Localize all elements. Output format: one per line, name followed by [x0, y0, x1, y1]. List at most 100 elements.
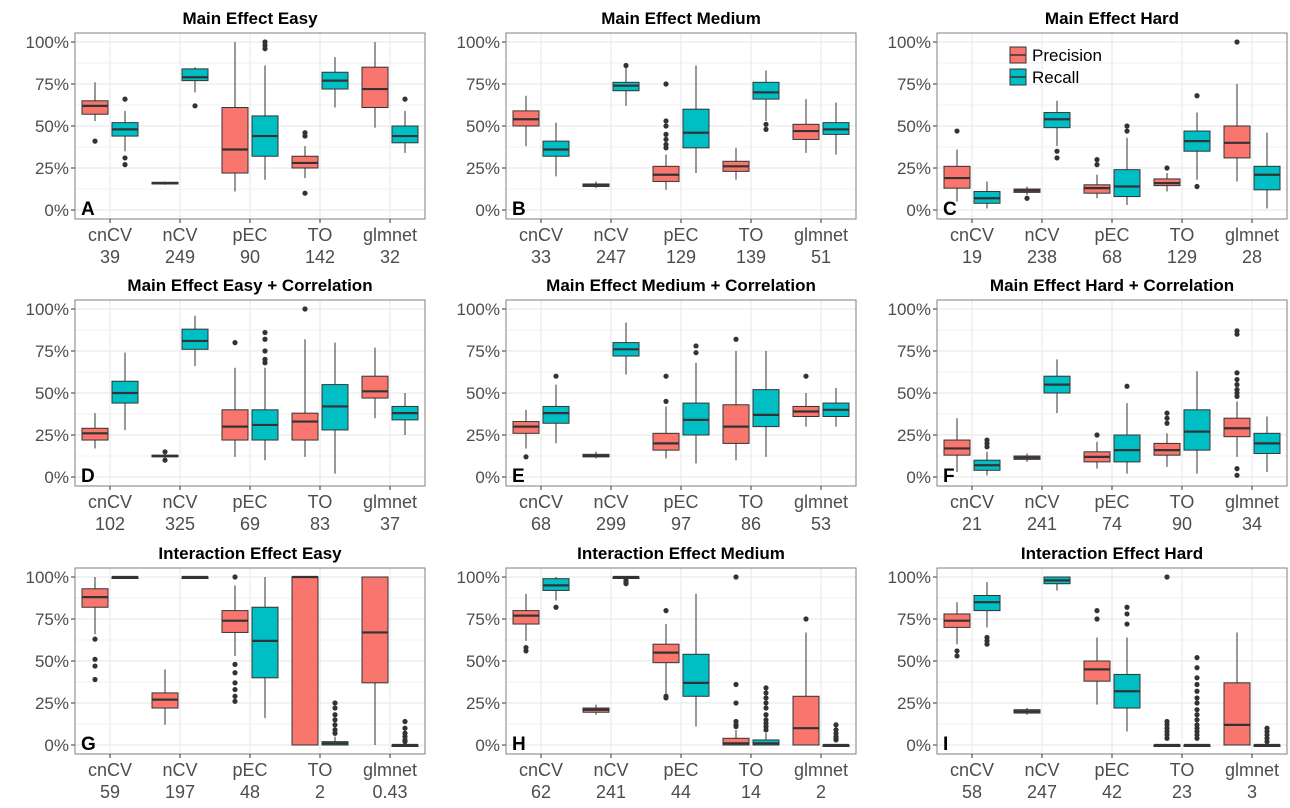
panel-title: Main Effect Medium: [601, 9, 761, 28]
y-tick-label: 100%: [888, 33, 931, 52]
outlier-point: [663, 695, 669, 701]
outlier-point: [763, 695, 769, 701]
outlier-point: [302, 306, 308, 312]
recall-box-nCV: [612, 322, 640, 375]
y-tick-label: 25%: [35, 426, 69, 445]
iqr-box: [221, 107, 249, 174]
x-category-label: cnCV: [88, 225, 132, 245]
y-tick-label: 0%: [475, 468, 500, 487]
precision-box-glmnet: [361, 576, 389, 745]
x-sublabel: 32: [380, 247, 400, 267]
outlier-point: [1264, 739, 1270, 745]
x-category-label: glmnet: [1225, 225, 1279, 245]
panel-title: Main Effect Medium + Correlation: [546, 276, 816, 295]
x-category-label: glmnet: [794, 760, 848, 780]
outlier-point: [302, 133, 308, 139]
outlier-point: [733, 336, 739, 342]
x-category-label: nCV: [593, 225, 628, 245]
outlier-point: [1234, 466, 1240, 472]
recall-box-cnCV: [973, 437, 1001, 476]
x-category-label: glmnet: [363, 760, 417, 780]
y-tick-label: 75%: [466, 342, 500, 361]
precision-box-TO: [291, 306, 319, 457]
outlier-point: [693, 343, 699, 349]
recall-box-nCV: [181, 575, 209, 579]
outlier-point: [402, 96, 408, 102]
iqr-box: [682, 108, 710, 149]
outlier-point: [332, 717, 338, 723]
x-sublabel: 238: [1027, 247, 1057, 267]
x-sublabel: 86: [741, 514, 761, 534]
x-sublabel: 102: [95, 514, 125, 534]
precision-box-pEC: [221, 574, 249, 704]
outlier-point: [1094, 608, 1100, 614]
y-tick-label: 75%: [897, 610, 931, 629]
outlier-point: [1094, 157, 1100, 163]
outlier-point: [92, 636, 98, 642]
y-tick-label: 100%: [457, 300, 500, 319]
outlier-point: [663, 373, 669, 379]
y-tick-label: 75%: [35, 610, 69, 629]
x-sublabel: 97: [671, 514, 691, 534]
outlier-point: [262, 336, 268, 342]
precision-box-TO: [722, 147, 750, 180]
x-sublabel: 23: [1172, 782, 1192, 802]
x-sublabel: 90: [240, 247, 260, 267]
outlier-point: [763, 685, 769, 691]
outlier-point: [1124, 128, 1130, 134]
precision-box-glmnet: [361, 42, 389, 128]
x-category-label: TO: [739, 760, 764, 780]
x-sublabel: 28: [1242, 247, 1262, 267]
outlier-point: [302, 190, 308, 196]
x-category-label: cnCV: [519, 225, 563, 245]
outlier-point: [1124, 123, 1130, 129]
x-sublabel: 53: [811, 514, 831, 534]
outlier-point: [1194, 688, 1200, 694]
recall-box-pEC: [251, 329, 279, 461]
x-sublabel: 19: [962, 247, 982, 267]
x-sublabel: 3: [1247, 782, 1257, 802]
recall-box-TO: [321, 342, 349, 474]
precision-box-TO: [291, 130, 319, 196]
x-sublabel: 129: [666, 247, 696, 267]
recall-box-pEC: [1113, 604, 1141, 732]
panel-tag: C: [943, 199, 957, 220]
panel-tag: B: [512, 199, 526, 220]
outlier-point: [232, 340, 238, 346]
outlier-point: [663, 131, 669, 137]
precision-box-cnCV: [81, 413, 109, 449]
x-sublabel: 68: [531, 514, 551, 534]
outlier-point: [232, 680, 238, 686]
outlier-point: [1194, 712, 1200, 718]
precision-box-cnCV: [81, 577, 109, 683]
recall-box-TO: [752, 685, 780, 746]
outlier-point: [1164, 574, 1170, 580]
y-tick-label: 50%: [35, 117, 69, 136]
y-tick-label: 75%: [35, 342, 69, 361]
recall-box-nCV: [612, 62, 640, 106]
recall-box-cnCV: [111, 96, 139, 168]
x-category-label: TO: [1170, 225, 1195, 245]
x-category-label: cnCV: [950, 760, 994, 780]
iqr-box: [291, 412, 319, 441]
x-category-label: glmnet: [1225, 760, 1279, 780]
iqr-box: [722, 737, 750, 746]
x-category-label: nCV: [162, 225, 197, 245]
recall-box-cnCV: [973, 582, 1001, 647]
x-sublabel: 83: [310, 514, 330, 534]
outlier-point: [1054, 148, 1060, 154]
iqr-box: [1223, 682, 1251, 746]
y-tick-label: 75%: [35, 75, 69, 94]
x-sublabel: 69: [240, 514, 260, 534]
iqr-box: [221, 409, 249, 441]
recall-box-TO: [752, 351, 780, 457]
iqr-box: [81, 100, 109, 115]
outlier-point: [232, 670, 238, 676]
x-sublabel: 325: [165, 514, 195, 534]
outlier-point: [232, 698, 238, 704]
x-category-label: pEC: [1094, 492, 1129, 512]
x-sublabel: 299: [596, 514, 626, 534]
precision-box-cnCV: [943, 418, 971, 472]
